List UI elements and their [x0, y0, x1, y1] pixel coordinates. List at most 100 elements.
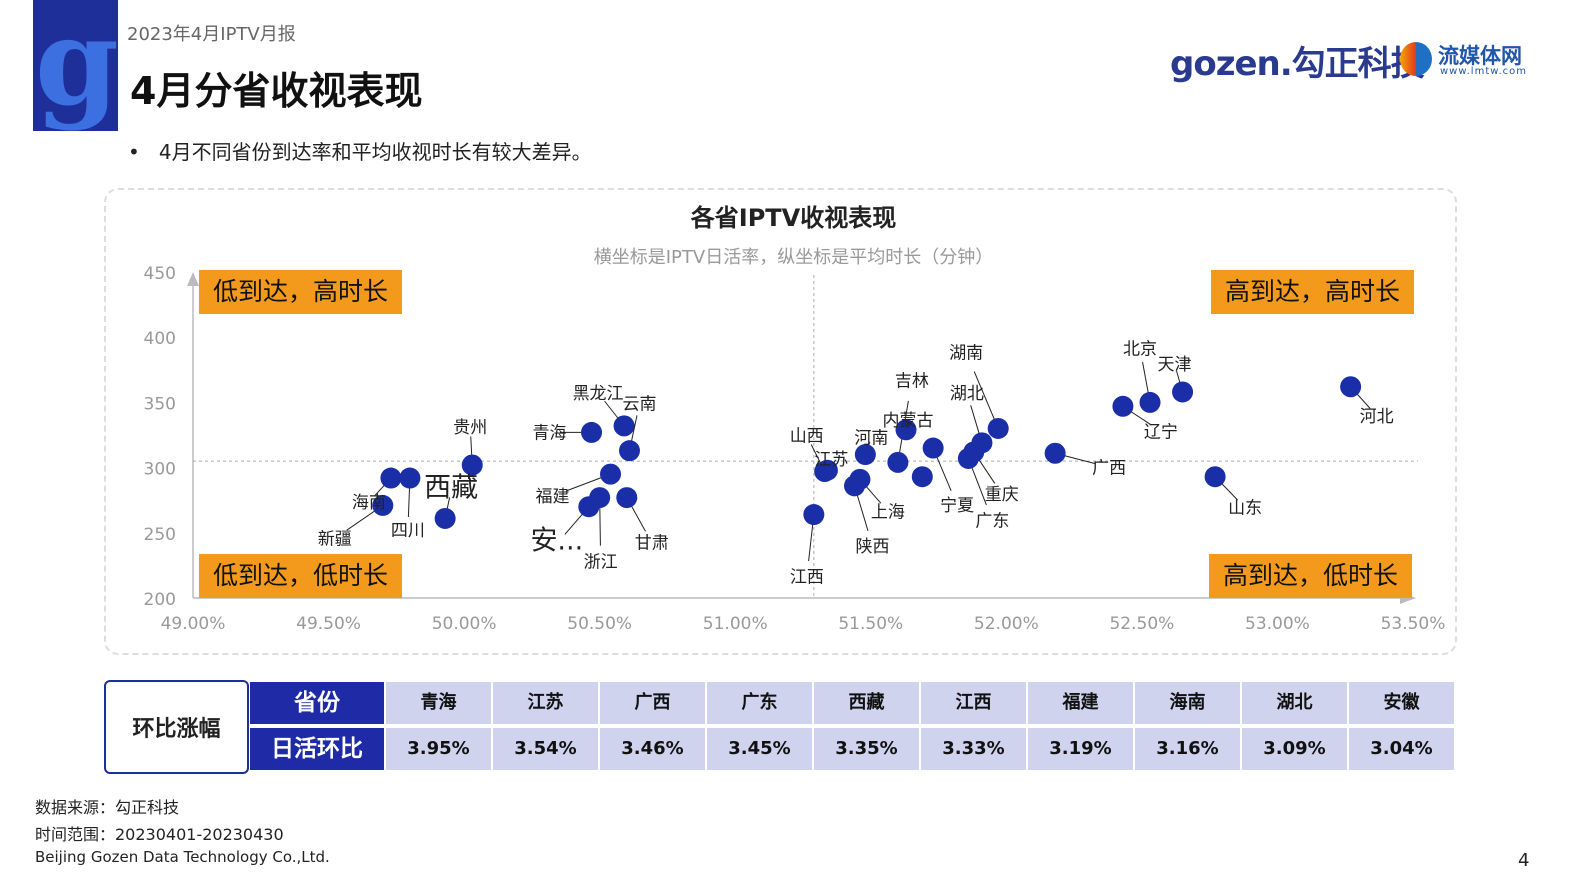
point-label: 云南 [622, 395, 656, 415]
lmtw-drop-icon [1400, 42, 1432, 76]
y-tick-label: 250 [144, 525, 176, 545]
province-cell: 青海 [386, 682, 491, 724]
point-label: 广东 [975, 511, 1009, 531]
point-label: 广西 [1092, 458, 1126, 478]
point-label: 四川 [391, 521, 425, 541]
data-point [578, 496, 600, 518]
data-point [434, 507, 456, 529]
data-point [1112, 395, 1134, 417]
bullet-text: • 4月不同省份到达率和平均收视时长有较大差异。 [128, 140, 592, 164]
footer-source: 数据来源：勾正科技 [35, 798, 180, 817]
point-label: 河北 [1360, 407, 1394, 427]
value-cell: 3.19% [1028, 728, 1133, 770]
data-point [1204, 466, 1226, 488]
province-cell: 福建 [1028, 682, 1133, 724]
y-tick-label: 400 [144, 329, 176, 349]
y-tick-label: 450 [144, 264, 176, 284]
data-point [987, 417, 1009, 439]
data-point [911, 466, 933, 488]
table-row-provinces: 省份 青海 江苏 广西 广东 西藏 江西 福建 海南 湖北 安徽 [250, 682, 1456, 724]
data-point [600, 463, 622, 485]
point-label: 天津 [1158, 355, 1192, 375]
point-label: 河南 [854, 429, 888, 449]
x-tick-label: 53.00% [1245, 614, 1310, 634]
logo-letter: g [35, 0, 118, 131]
table-row-values: 日活环比 3.95% 3.54% 3.46% 3.45% 3.35% 3.33% 3.19% 3… [250, 728, 1456, 770]
data-point [1172, 381, 1194, 403]
province-cell: 江苏 [493, 682, 598, 724]
x-tick-label: 51.00% [703, 614, 768, 634]
quadrant-top-left: 低到达，高时长 [199, 270, 403, 314]
y-axis-arrow [187, 272, 199, 286]
scatter-plot: 49.00% 49.50% 50.00% 50.50% 51.00% 51.50% 52.0… [144, 264, 1446, 634]
point-label: 贵州 [453, 418, 487, 438]
page-number: 4 [1518, 850, 1530, 871]
data-point [957, 447, 979, 469]
point-label: 海南 [352, 493, 386, 513]
province-cell: 西藏 [814, 682, 919, 724]
lmtw-url: www.lmtw.com [1440, 66, 1528, 77]
data-point [1044, 442, 1066, 464]
y-tick-label: 200 [144, 590, 176, 610]
point-label: 陕西 [856, 537, 890, 557]
point-label: 吉林 [895, 371, 929, 391]
point-label: 内蒙古 [883, 411, 934, 431]
page-title: 4月分省收视表现 [130, 69, 423, 113]
quadrant-bottom-left: 低到达，低时长 [199, 554, 403, 598]
data-point [461, 454, 483, 476]
point-label: 西藏 [424, 472, 478, 503]
data-point [581, 421, 603, 443]
point-label: 上海 [871, 502, 905, 522]
value-cell: 3.45% [707, 728, 812, 770]
row-header-daily: 日活环比 [250, 728, 384, 770]
point-label: 北京 [1123, 339, 1157, 359]
x-tick-label: 50.00% [432, 614, 497, 634]
value-cell: 3.09% [1242, 728, 1347, 770]
data-point [895, 419, 917, 441]
y-tick-label: 300 [144, 460, 176, 480]
footer-range: 时间范围：20230401-20230430 [35, 825, 284, 844]
value-cell: 3.04% [1349, 728, 1454, 770]
value-cell: 3.46% [600, 728, 705, 770]
gozen-logo-text: gozen.勾正科技 [1170, 44, 1425, 84]
gozen-logo: gozen.勾正科技 [1170, 36, 1425, 85]
x-tick-label: 49.50% [296, 614, 361, 634]
lmtw-name: 流媒体网 [1438, 44, 1522, 68]
data-point [1139, 391, 1161, 413]
logo-block: g [33, 0, 118, 131]
table-side-label: 环比涨幅 [104, 680, 249, 774]
point-label: 甘肃 [635, 534, 669, 554]
data-point [613, 415, 635, 437]
point-label: 宁夏 [940, 496, 974, 516]
value-cell: 3.33% [921, 728, 1026, 770]
point-label: 山东 [1228, 499, 1262, 519]
value-cell: 3.35% [814, 728, 919, 770]
quadrant-bottom-right: 高到达，低时长 [1209, 554, 1413, 598]
x-tick-label: 52.50% [1109, 614, 1174, 634]
point-label: 江苏 [814, 450, 848, 470]
province-cell: 广东 [707, 682, 812, 724]
province-cell: 海南 [1135, 682, 1240, 724]
chart-subtitle: 横坐标是IPTV日活率，纵坐标是平均时长（分钟） [593, 247, 994, 268]
data-point [816, 459, 838, 481]
value-cell: 3.16% [1135, 728, 1240, 770]
point-label: 重庆 [985, 485, 1019, 505]
x-tick-label: 53.50% [1381, 614, 1446, 634]
data-point [399, 467, 421, 489]
quadrant-top-right: 高到达，高时长 [1211, 270, 1415, 314]
x-tick-label: 52.00% [974, 614, 1039, 634]
data-point [618, 440, 640, 462]
bullet-content: 4月不同省份到达率和平均收视时长有较大差异。 [158, 140, 592, 164]
data-point [1340, 376, 1362, 398]
data-point [803, 504, 825, 526]
x-tick-label: 51.50% [838, 614, 903, 634]
data-point [616, 487, 638, 509]
report-label: 2023年4月IPTV月报 [127, 24, 296, 45]
data-point [887, 451, 909, 473]
point-label: 浙江 [584, 553, 618, 573]
chart-title: 各省IPTV收视表现 [690, 204, 897, 232]
point-label: 湖南 [949, 343, 983, 363]
row-header-province: 省份 [250, 682, 384, 724]
province-cell: 江西 [921, 682, 1026, 724]
data-point [922, 437, 944, 459]
